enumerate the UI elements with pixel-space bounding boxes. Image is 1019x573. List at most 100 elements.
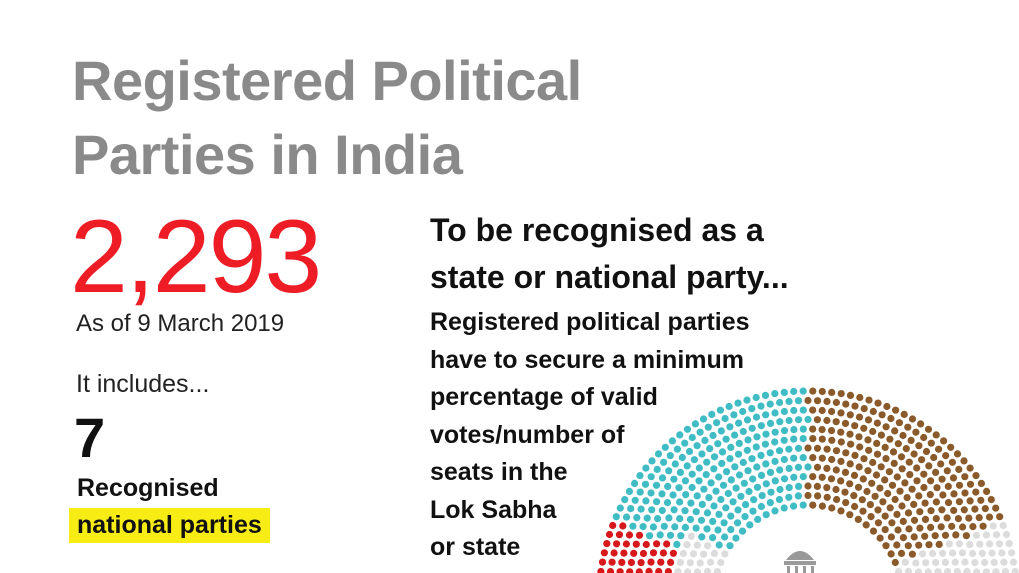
seat-dot: [687, 532, 695, 540]
seat-dot: [996, 513, 1004, 521]
seat-dot: [874, 399, 882, 407]
seat-dot: [898, 465, 906, 473]
seat-dot: [1002, 530, 1011, 539]
seat-dot: [771, 428, 779, 436]
seat-dot: [898, 502, 906, 510]
seat-dot: [710, 502, 718, 510]
seat-dot: [981, 558, 989, 567]
seat-dot: [757, 422, 765, 430]
seat-dot: [669, 549, 678, 557]
seat-dot: [710, 549, 719, 558]
seat-dot: [753, 483, 762, 491]
seat-dot: [612, 513, 620, 521]
seat-dot: [846, 430, 854, 438]
seat-dot: [721, 414, 729, 423]
seat-dot: [833, 495, 841, 504]
seat-dot: [832, 398, 841, 407]
seat-dot: [618, 558, 626, 567]
seat-dot: [673, 540, 681, 549]
seat-dot: [860, 424, 868, 432]
seat-dot: [998, 549, 1006, 557]
seat-dot: [734, 450, 743, 458]
seat-dot: [718, 448, 727, 456]
seat-dot: [896, 487, 904, 495]
seat-dot: [665, 514, 673, 522]
seat-dot: [693, 492, 701, 500]
seat-dot: [766, 468, 775, 476]
seat-dot: [846, 411, 854, 419]
seat-dot: [705, 494, 713, 502]
seat-dot: [766, 419, 775, 427]
seat-dot: [697, 516, 706, 524]
seat-dot: [859, 507, 867, 515]
seat-dot: [641, 480, 650, 488]
seat-dot: [837, 390, 845, 398]
criteria-body: or state: [430, 533, 521, 561]
seat-dot: [693, 568, 702, 573]
seat-dot: [855, 433, 863, 441]
seat-dot: [716, 406, 725, 414]
criteria-heading: state or national party...: [430, 259, 789, 295]
seat-dot: [929, 549, 937, 558]
seat-dot: [818, 435, 826, 443]
seat-dot: [841, 419, 850, 427]
seat-dot: [999, 521, 1007, 530]
seat-dot: [642, 497, 650, 505]
seat-dot: [930, 453, 938, 462]
seat-dot: [670, 506, 678, 514]
seat-dot: [748, 455, 756, 463]
seat-dot: [780, 388, 788, 396]
criteria-body: percentage of valid: [430, 383, 658, 411]
title-line: Parties in India: [72, 123, 463, 186]
seat-dot: [922, 559, 930, 567]
seat-dot: [1001, 568, 1010, 573]
seat-dot: [955, 465, 963, 473]
seat-dot: [885, 468, 894, 476]
seat-dot: [752, 443, 760, 451]
seat-dot: [874, 506, 882, 514]
seat-dot: [960, 506, 968, 514]
seat-dot: [891, 427, 899, 435]
seat-dot: [908, 550, 917, 558]
seat-dot: [696, 559, 704, 567]
seat-dot: [785, 397, 793, 405]
seat-dot: [982, 531, 991, 539]
seat-dot: [949, 474, 958, 482]
seat-dot: [878, 411, 886, 419]
seat-dot: [952, 531, 960, 539]
seat-dot: [752, 413, 761, 421]
seat-dot: [886, 435, 894, 443]
seat-dot: [785, 416, 793, 425]
seat-dot: [717, 427, 725, 435]
seat-dot: [795, 416, 803, 424]
seat-dot: [920, 483, 928, 492]
seat-dot: [635, 568, 643, 573]
seat-dot: [620, 549, 628, 557]
seat-dot: [676, 515, 684, 523]
seat-dot: [972, 488, 980, 496]
seat-dot: [683, 462, 691, 470]
seat-dot: [916, 524, 924, 532]
seat-dot: [912, 559, 920, 567]
seat-dot: [739, 407, 747, 416]
seat-dot: [888, 481, 897, 489]
seat-dot: [744, 436, 752, 444]
seat-dot: [698, 450, 706, 458]
seat-dot: [737, 492, 745, 500]
seat-dot: [916, 508, 924, 516]
seat-dot: [828, 436, 836, 444]
seat-dot: [771, 507, 779, 515]
seat-dot: [653, 540, 661, 548]
seat-dot: [915, 541, 923, 549]
seat-dot: [692, 524, 700, 532]
seat-dot: [881, 512, 889, 520]
seat-dot: [626, 568, 634, 573]
seat-dot: [921, 499, 929, 507]
seat-dot: [960, 457, 968, 465]
seat-dot: [771, 477, 779, 485]
seat-dot: [639, 523, 647, 531]
seat-dot: [668, 437, 677, 445]
seat-dot: [721, 550, 729, 558]
seat-dot: [707, 558, 715, 566]
seat-dot: [706, 445, 714, 453]
